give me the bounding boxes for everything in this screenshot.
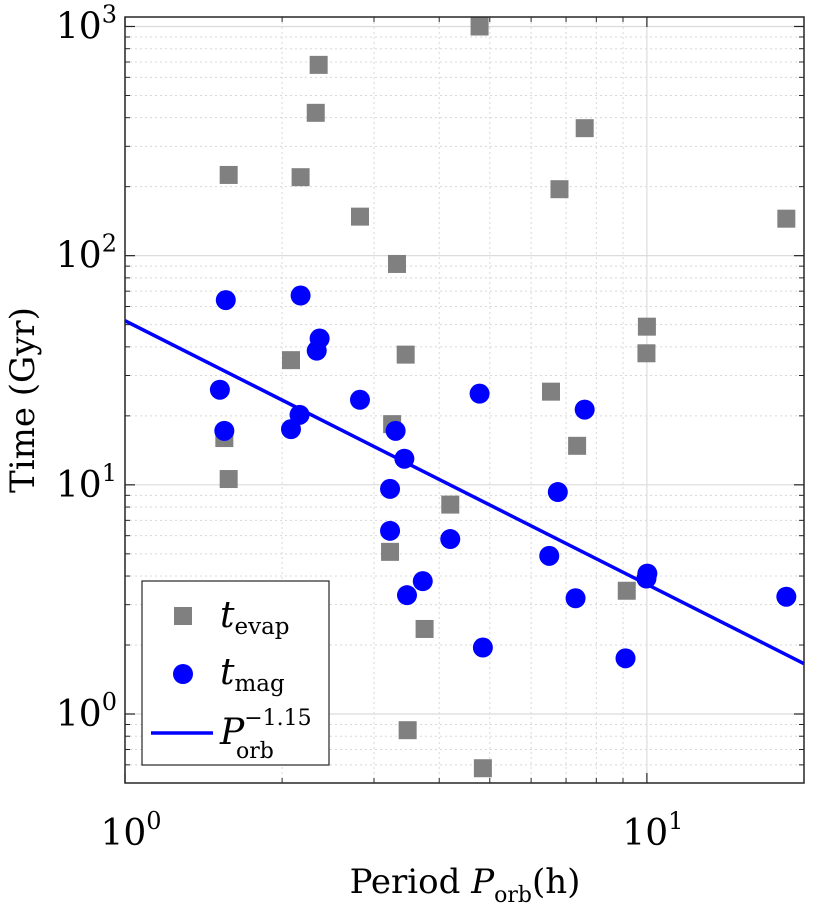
y-axis-label: Time (Gyr): [3, 307, 43, 493]
evap-point: [219, 165, 238, 184]
y-tick-label: 102: [56, 230, 117, 277]
legend-mag-label: tmag: [220, 652, 285, 697]
fit-layer: [124, 319, 805, 666]
fit-line: [124, 319, 805, 666]
mag-point: [440, 529, 461, 550]
y-tick-label-exponent: 0: [102, 688, 117, 716]
mag-point: [290, 285, 311, 306]
mag-point: [412, 571, 433, 592]
evap-point: [617, 581, 636, 600]
plot-frame: [124, 16, 805, 784]
legend: tevap tmag P−1.15 orb: [141, 580, 330, 766]
mag-point: [637, 563, 658, 584]
mag-point: [214, 420, 235, 441]
evap-point: [281, 351, 300, 370]
mag-point: [385, 420, 406, 441]
y-tick-label: 100: [56, 688, 117, 735]
x-axis-label: Period Porb(h): [350, 862, 581, 908]
evap-point: [637, 344, 656, 363]
evap-point: [568, 436, 587, 455]
mag-point: [209, 379, 230, 400]
evap-point: [350, 207, 369, 226]
mag-point: [539, 545, 560, 566]
evap-point: [309, 55, 328, 74]
marker-layer: [209, 17, 797, 778]
evap-point: [306, 103, 325, 122]
y-tick-label-exponent: 1: [102, 459, 117, 487]
mag-point: [394, 448, 415, 469]
y-tick-label-exponent: 2: [102, 230, 117, 258]
mag-point: [574, 399, 595, 420]
evap-point: [291, 168, 310, 187]
evap-point: [777, 209, 796, 228]
x-tick-label-exponent: 1: [668, 807, 683, 835]
y-tick-label-base: 10: [56, 6, 102, 47]
evap-point: [575, 119, 594, 138]
x-tick-label: 101: [622, 807, 683, 854]
mag-point: [547, 482, 568, 503]
legend-evap-marker: [174, 607, 192, 625]
evap-point: [387, 254, 406, 273]
evap-point: [470, 17, 489, 36]
mag-point: [349, 389, 370, 410]
frame-layer: [124, 16, 805, 784]
evap-point: [219, 470, 238, 489]
mag-point: [380, 520, 401, 541]
legend-mag-marker: [173, 664, 193, 684]
y-tick-label: 103: [56, 0, 117, 47]
y-tick-label-base: 10: [56, 465, 102, 506]
evap-point: [396, 345, 415, 364]
evap-point: [473, 759, 492, 778]
evap-point: [381, 542, 400, 561]
mag-point: [215, 290, 236, 311]
mag-point: [615, 648, 636, 669]
y-tick-label: 101: [56, 459, 117, 506]
mag-point: [380, 478, 401, 499]
x-tick-label-base: 10: [100, 813, 146, 854]
x-tick-label: 100: [100, 807, 161, 854]
mag-point: [472, 637, 493, 658]
mag-point: [309, 328, 330, 349]
legend-fit-label: P−1.15 orb: [219, 706, 312, 764]
mag-point: [776, 586, 797, 607]
y-tick-label-base: 10: [56, 236, 102, 277]
mag-point: [469, 383, 490, 404]
y-tick-label-exponent: 3: [102, 0, 117, 28]
x-tick-label-base: 10: [622, 813, 668, 854]
legend-evap-label: tevap: [220, 595, 290, 640]
x-tick-label-exponent: 0: [146, 807, 161, 835]
y-tick-label-base: 10: [56, 694, 102, 735]
evap-point: [550, 180, 569, 199]
mag-point: [565, 588, 586, 609]
evap-point: [637, 317, 656, 336]
mag-point: [396, 585, 417, 606]
evap-point: [415, 619, 434, 638]
evap-point: [541, 382, 560, 401]
evap-point: [441, 495, 460, 514]
evap-point: [398, 721, 417, 740]
mag-point: [289, 404, 310, 425]
